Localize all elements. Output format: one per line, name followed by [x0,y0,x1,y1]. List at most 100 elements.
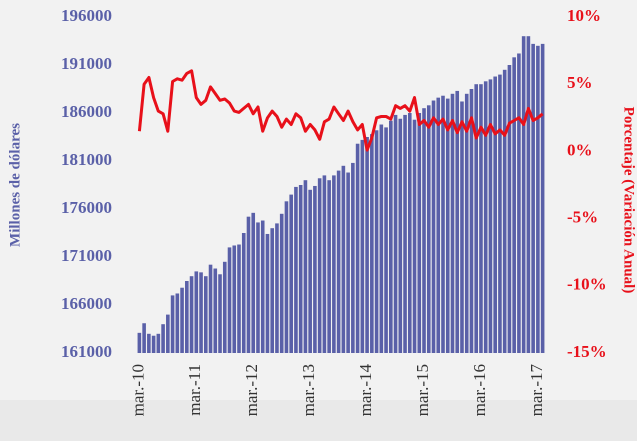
bar [166,314,170,353]
bar [260,220,265,353]
y2-tick-label: 10% [567,6,601,25]
bar [270,228,275,353]
bar [431,100,436,354]
bar [455,90,460,354]
bar [246,216,251,353]
bar [161,324,165,353]
bar [450,93,455,354]
bar [203,276,208,353]
bar [151,335,156,353]
bar [479,84,483,353]
bar [365,137,369,353]
bar [374,130,379,353]
bar [517,53,521,353]
bar [313,185,317,353]
bar [507,65,512,353]
bar [142,323,146,353]
bar [412,119,417,353]
bar [170,295,175,353]
bar [322,175,327,353]
y-axis-label: Millones de dólares [7,123,23,247]
x-tick-label: mar.-17 [527,364,546,417]
bar [294,186,298,353]
y2-tick-label: 5% [567,73,593,92]
y2-tick-label: 0% [567,140,593,159]
y-tick-label: 196000 [61,6,112,25]
bar [436,97,441,353]
bar [498,74,502,353]
bar [474,84,479,353]
y2-tick-label: -10% [567,275,607,294]
bar [265,233,270,353]
x-tick-label: mar.-11 [185,364,204,416]
bar [332,175,336,353]
bar [175,293,180,353]
x-tick-label: mar.-13 [299,364,318,416]
bar [393,114,398,353]
bar [341,165,346,353]
bar [483,81,488,353]
x-tick-label: mar.-12 [242,364,261,416]
x-tick-label: mar.-10 [128,364,147,416]
bar [256,222,260,353]
bar [460,101,464,353]
bar [222,261,227,353]
bar [536,45,540,354]
bar [237,244,241,353]
bar [147,333,151,353]
y2-tick-label: -15% [567,342,607,361]
bar [488,79,493,354]
y-tick-label: 186000 [61,102,112,121]
bar [493,76,497,354]
bar [346,172,350,353]
bar [464,93,469,354]
bar [156,333,161,353]
bar [137,332,142,353]
bar [289,194,293,353]
bar [502,69,507,354]
bar [360,139,365,353]
bar [379,124,384,354]
bar [180,287,184,353]
bar [317,178,322,353]
bar [384,127,388,354]
bar [189,276,194,353]
bar [445,98,450,353]
y2-tick-label: -5% [567,208,598,227]
bar [389,120,393,354]
x-tick-label: mar.-16 [470,364,489,416]
bar [398,118,403,353]
bar [327,180,331,353]
bar [512,57,516,353]
bar [351,162,355,353]
bar [407,113,412,353]
y-tick-label: 191000 [61,54,112,73]
y-tick-label: 171000 [61,246,112,265]
bar [298,185,303,353]
bar [540,43,545,353]
line [137,69,544,152]
bar [403,114,407,353]
x-tick-label: mar.-14 [356,364,375,417]
y-tick-label: 166000 [61,294,112,313]
bar [308,189,312,353]
y-tick-label: 161000 [61,342,112,361]
bar [303,180,308,353]
bar [194,271,199,353]
bar [199,272,203,353]
bar [232,245,237,353]
y2-axis-label: Porcentaje (Variación Anual) [621,107,637,294]
y-tick-label: 181000 [61,150,112,169]
bar [213,268,218,353]
bar [275,223,279,353]
footer-band [0,400,637,441]
bar [218,274,222,353]
bar [284,201,289,353]
x-tick-label: mar.-15 [413,364,432,416]
bar [426,105,431,353]
bar [521,36,526,353]
bar [185,281,189,353]
bar [227,247,232,353]
bar [441,95,445,353]
